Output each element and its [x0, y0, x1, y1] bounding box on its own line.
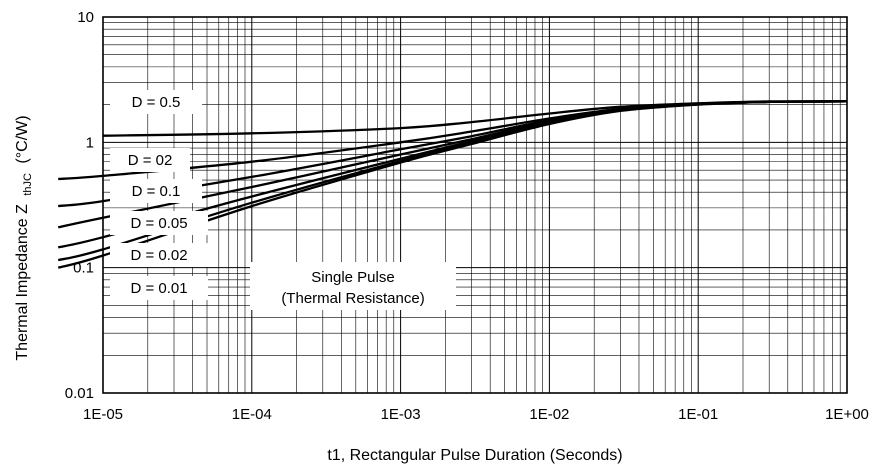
annotation-d01: D = 0.1: [110, 179, 202, 203]
annotation-d002-bg: [110, 243, 208, 267]
minor-grid: [103, 17, 847, 393]
annotation-d02: D = 02: [110, 148, 190, 172]
annotation-d002-line-0: D = 0.02: [130, 247, 187, 264]
y-tick-label: 10: [77, 9, 94, 26]
annotation-d005-bg: [110, 211, 208, 235]
y-axis-title-unit: (°C/W): [14, 115, 31, 163]
x-tick-label: 1E-03: [381, 406, 421, 423]
y-tick-label: 0.01: [65, 385, 94, 402]
x-tick-label: 1E-02: [529, 406, 569, 423]
x-tick-label: 1E-05: [83, 406, 123, 423]
major-grid: [102, 17, 847, 394]
x-tick-label: 1E-04: [232, 406, 272, 423]
x-tick-label: 1E-01: [678, 406, 718, 423]
annotation-d002: D = 0.02: [110, 243, 208, 267]
x-tick-label: 1E+00: [825, 406, 869, 423]
y-axis-title: Thermal Impedance Z thJC (°C/W): [14, 115, 35, 360]
annotation-d05-bg: [110, 90, 202, 114]
annotation-d001-bg: [110, 276, 208, 300]
y-axis-title-subscript: thJC: [22, 173, 34, 196]
annotation-d005-line-0: D = 0.05: [130, 215, 187, 232]
plot-frame: [102, 16, 848, 394]
annotation-single: Single Pulse (Thermal Resistance): [250, 262, 456, 310]
annotation-d01-bg: [110, 179, 202, 203]
x-axis-title: t1, Rectangular Pulse Duration (Seconds): [327, 447, 622, 464]
annotation-d005: D = 0.05: [110, 211, 208, 235]
y-tick-labels: 10 1 0.1 0.01: [65, 9, 94, 402]
svg-text:Thermal Impedance Z thJC: Thermal Impedance Z thJC (°C/W): [14, 115, 35, 360]
y-tick-label: 1: [86, 134, 94, 151]
annotation-single-bg: [250, 262, 456, 310]
annotation-d001: D = 0.01: [110, 276, 208, 300]
annotation-single-line-1: (Thermal Resistance): [281, 290, 424, 307]
annotation-layer: D = 0.5 D = 02 D = 0.1 D = 0.05 D = 0.02 D = …: [110, 90, 456, 310]
annotation-d02-line-0: D = 02: [128, 152, 173, 169]
annotation-d05-line-0: D = 0.5: [132, 94, 181, 111]
annotation-single-line-0: Single Pulse: [311, 269, 394, 286]
annotation-d05: D = 0.5: [110, 90, 202, 114]
y-tick-label: 0.1: [73, 260, 94, 277]
annotation-d001-line-0: D = 0.01: [130, 280, 187, 297]
x-tick-labels: 1E-05 1E-04 1E-03 1E-02 1E-01 1E+00: [83, 406, 869, 423]
annotation-d01-line-0: D = 0.1: [132, 183, 181, 200]
y-axis-title-main: Thermal Impedance Z: [14, 204, 31, 361]
annotation-d02-bg: [110, 148, 190, 172]
